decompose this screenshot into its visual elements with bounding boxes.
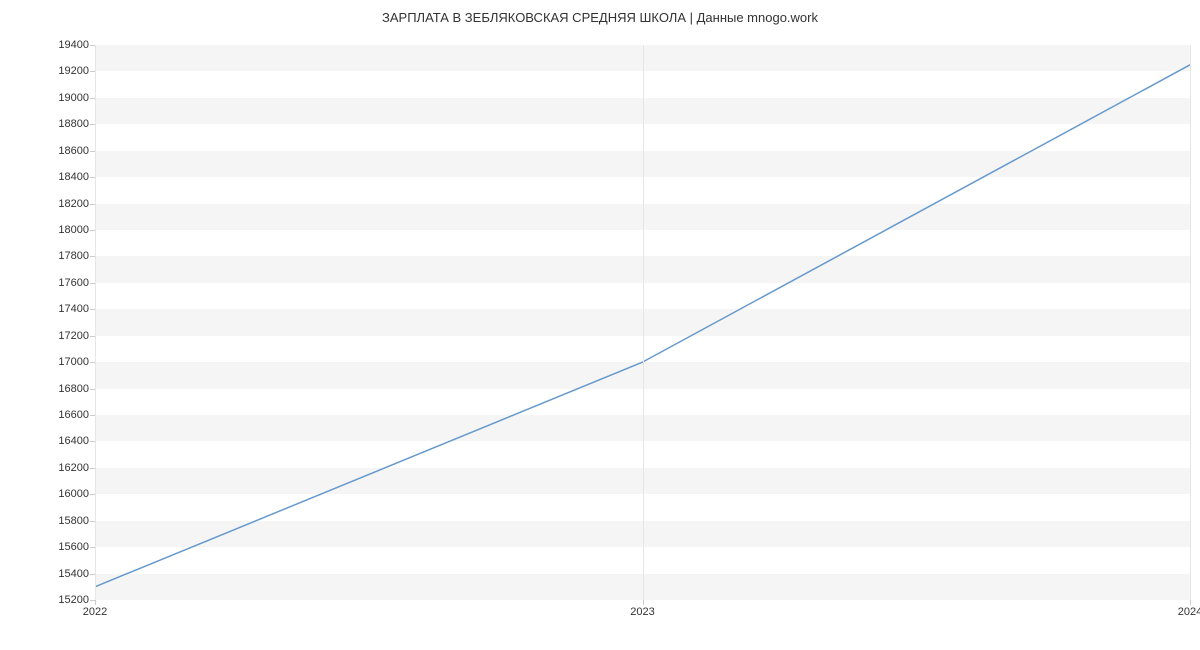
x-tick-mark [1190,600,1191,605]
grid-line-vertical [643,45,644,600]
y-tick-label: 15800 [58,515,89,527]
y-tick-label: 18000 [58,224,89,236]
y-tick-label: 16600 [58,409,89,421]
y-tick-label: 17600 [58,277,89,289]
x-tick-label: 2024 [1178,606,1200,618]
y-tick-label: 16400 [58,435,89,447]
y-tick-label: 15200 [58,594,89,606]
y-tick-label: 17800 [58,250,89,262]
x-tick-label: 2022 [83,606,107,618]
y-tick-label: 19200 [58,65,89,77]
y-tick-label: 18800 [58,118,89,130]
plot-area: 1520015400156001580016000162001640016600… [95,45,1190,600]
y-tick-label: 18600 [58,145,89,157]
chart-title: ЗАРПЛАТА В ЗЕБЛЯКОВСКАЯ СРЕДНЯЯ ШКОЛА | … [0,10,1200,25]
y-tick-label: 16800 [58,383,89,395]
y-tick-label: 17400 [58,303,89,315]
y-tick-label: 16200 [58,462,89,474]
y-tick-label: 17000 [58,356,89,368]
y-tick-label: 15400 [58,568,89,580]
y-tick-label: 18400 [58,171,89,183]
y-tick-label: 16000 [58,488,89,500]
x-tick-mark [95,600,96,605]
grid-line-vertical [95,45,96,600]
y-tick-label: 18200 [58,198,89,210]
y-tick-label: 17200 [58,330,89,342]
x-tick-mark [643,600,644,605]
grid-line-vertical [1190,45,1191,600]
y-tick-label: 15600 [58,541,89,553]
chart-container: ЗАРПЛАТА В ЗЕБЛЯКОВСКАЯ СРЕДНЯЯ ШКОЛА | … [0,0,1200,650]
y-tick-label: 19400 [58,39,89,51]
x-tick-label: 2023 [630,606,654,618]
y-tick-label: 19000 [58,92,89,104]
